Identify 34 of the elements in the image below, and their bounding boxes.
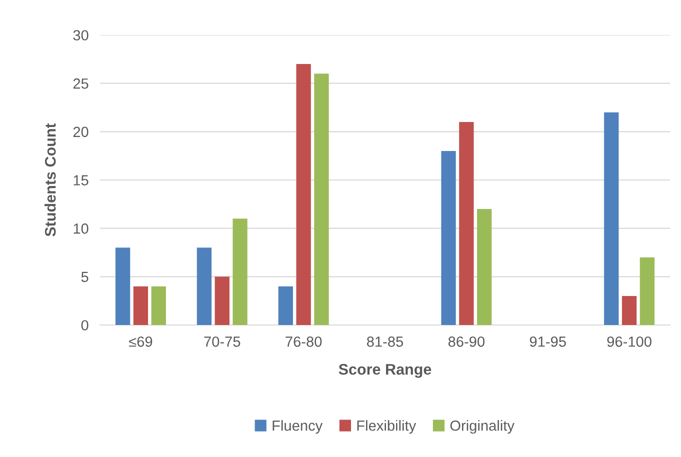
bar [278,286,293,325]
bar [133,286,148,325]
bar [640,257,655,325]
y-tick-label: 30 [73,30,88,40]
x-tick-label: ≤69 [129,336,152,347]
y-tick-label: 25 [73,78,88,89]
x-axis-title: Score Range [338,364,432,378]
bar [314,74,329,325]
legend-label: Originality [450,420,514,434]
bar [459,122,474,325]
bar [196,248,212,325]
y-tick-label: 5 [81,272,88,282]
bar [604,112,619,325]
y-tick-label: 15 [74,175,88,186]
x-tick-label: 96-100 [607,336,652,347]
x-tick-label: 70-75 [204,336,240,347]
bar [214,276,230,325]
x-tick-label: 76-80 [286,336,322,347]
bar [622,296,637,325]
bar [151,286,166,325]
y-tick-label: 10 [74,223,88,234]
y-axis-title: Students Count [44,123,56,236]
x-tick-label: 86-90 [448,336,485,347]
legend-label: Flexibility [357,420,416,434]
x-tick-label: 81-85 [366,336,404,347]
x-tick-label: 91-95 [530,336,566,347]
bar [296,64,311,325]
legend-label: Fluency [272,420,323,434]
y-tick-label: 0 [81,320,88,330]
bar [441,151,456,325]
bar [232,218,248,325]
bar [115,248,130,325]
y-tick-label: 20 [73,126,88,138]
bar [477,209,492,325]
